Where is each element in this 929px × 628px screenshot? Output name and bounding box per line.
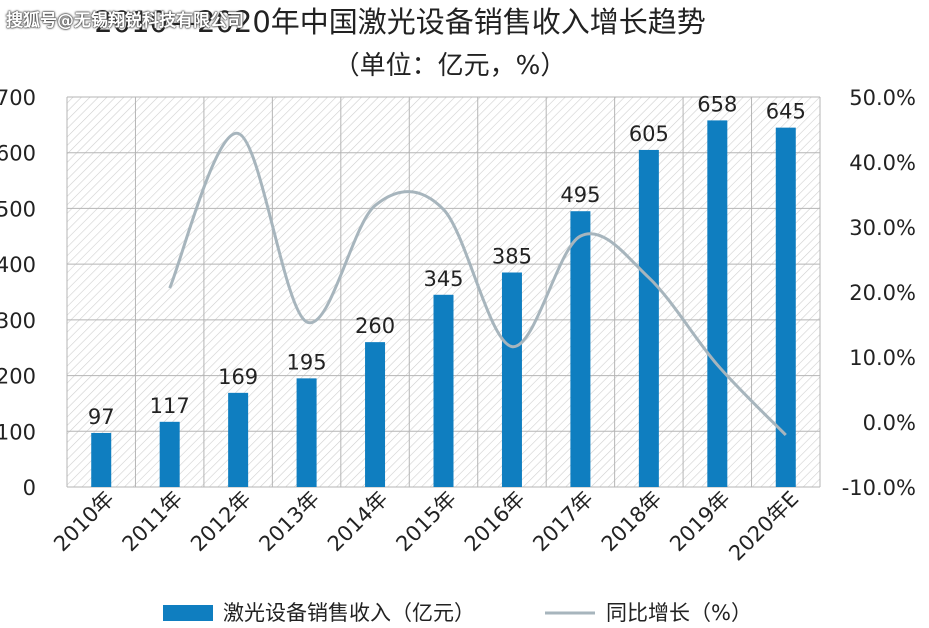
bar (91, 432, 112, 487)
data-label: 385 (492, 245, 532, 269)
x-tick-label: 2015年 (391, 487, 461, 557)
bar (433, 294, 454, 487)
y-tick-label: 600 (0, 142, 36, 166)
data-label: 345 (423, 267, 463, 291)
x-axis: 2010年2011年2012年2013年2014年2015年2016年2017年… (49, 487, 803, 566)
legend-bar-swatch (163, 605, 213, 621)
y-tick-label: 200 (0, 365, 36, 389)
chart-subtitle: （单位：亿元，%） (334, 51, 567, 81)
y2-tick-label: 0.0% (863, 411, 916, 435)
x-tick-label: 2017年 (528, 487, 598, 557)
bar (365, 342, 386, 487)
line-series (168, 131, 787, 437)
y-tick-label: 100 (0, 420, 36, 444)
data-label: 169 (218, 365, 258, 389)
x-tick-label: 2018年 (597, 487, 667, 557)
data-label: 195 (287, 350, 327, 374)
growth-line (168, 131, 787, 437)
data-label: 605 (629, 122, 669, 146)
legend-bar-label: 激光设备销售收入（亿元） (223, 601, 475, 625)
grid-lines (66, 96, 821, 488)
bar (638, 149, 659, 487)
x-tick-label: 2016年 (460, 487, 530, 557)
data-label: 645 (766, 100, 806, 124)
legend: 激光设备销售收入（亿元） 同比增长（%） (163, 601, 752, 625)
data-label: 658 (697, 92, 737, 116)
x-tick-label: 2020年E (724, 487, 803, 566)
bar-series (91, 120, 796, 488)
legend-line-label: 同比增长（%） (606, 601, 752, 625)
data-label: 495 (560, 183, 600, 207)
y-tick-label: 500 (0, 197, 36, 221)
y-tick-label: 300 (0, 309, 36, 333)
bar (296, 378, 317, 487)
y-tick-label: 0 (23, 476, 36, 500)
x-tick-label: 2011年 (118, 487, 188, 557)
y2-tick-label: 40.0% (849, 151, 916, 175)
data-label: 97 (88, 405, 115, 429)
bar (570, 211, 591, 487)
watermark: 搜狐号@无锡翔锐科技有限公司 (6, 11, 244, 31)
y2-tick-label: 20.0% (849, 281, 916, 305)
y-tick-label: 400 (0, 253, 36, 277)
bar (775, 127, 796, 488)
left-axis: 0 100 200 300 400 500 600 700 (0, 86, 36, 500)
x-tick-label: 2014年 (323, 487, 393, 557)
right-axis: -10.0% 0.0% 10.0% 20.0% 30.0% 40.0% 50.0% (842, 86, 916, 500)
y2-tick-label: 10.0% (849, 346, 916, 370)
bar (707, 120, 728, 488)
data-label: 260 (355, 314, 395, 338)
x-tick-label: 2019年 (665, 487, 735, 557)
y2-tick-label: -10.0% (842, 476, 916, 500)
x-tick-label: 2012年 (186, 487, 256, 557)
chart-title: 2010—2020年中国激光设备销售收入增长趋势 (94, 5, 706, 39)
bar (228, 392, 249, 487)
y2-tick-label: 50.0% (849, 86, 916, 110)
data-label: 117 (150, 394, 190, 418)
data-labels: 97 117 169 195 260 345 385 495 605 658 645 (88, 92, 806, 429)
y2-tick-label: 30.0% (849, 216, 916, 240)
x-tick-label: 2013年 (255, 487, 325, 557)
y-tick-label: 700 (0, 86, 36, 110)
x-tick-label: 2010年 (49, 487, 119, 557)
bar (501, 272, 522, 487)
bar (159, 421, 180, 487)
